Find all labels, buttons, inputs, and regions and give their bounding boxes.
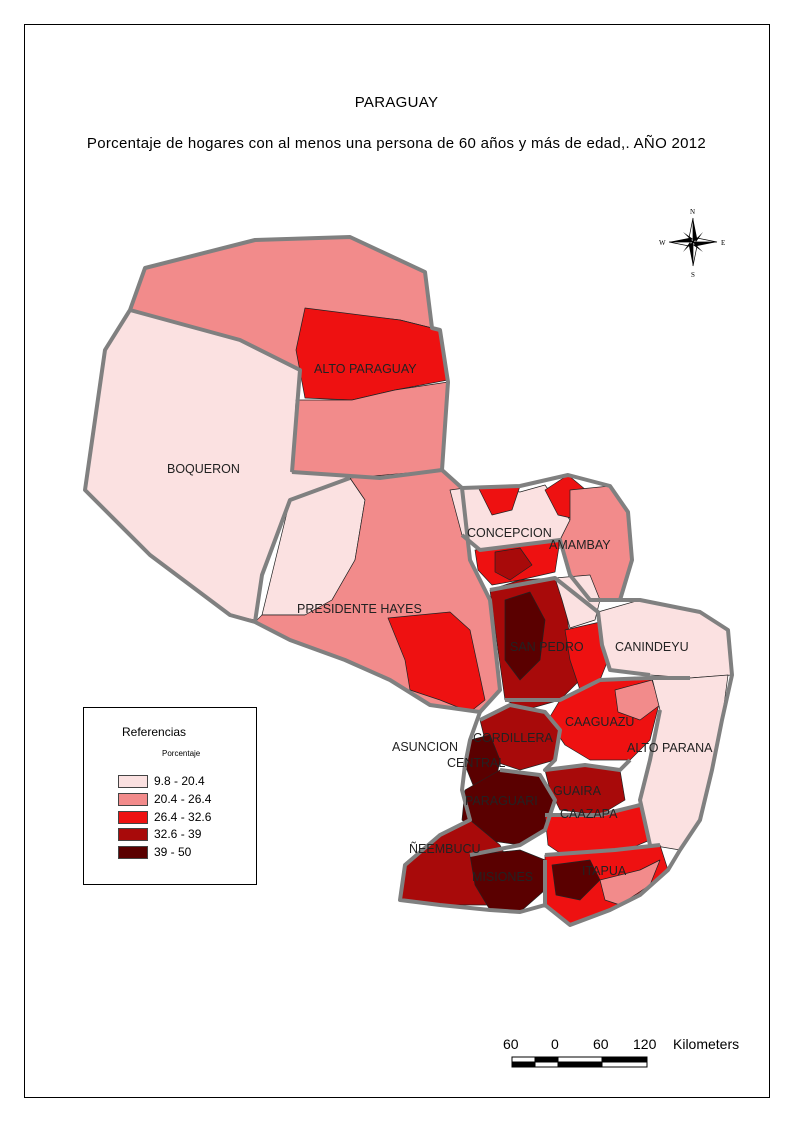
boundary-boqueron-altoparaguay <box>129 308 302 473</box>
label-central: CENTRAL <box>447 756 505 770</box>
legend-label: 20.4 - 26.4 <box>154 792 212 806</box>
label-boqueron: BOQUERON <box>167 462 240 476</box>
scale-tick: 60 <box>593 1036 609 1052</box>
label-canindeyu: CANINDEYU <box>615 640 689 654</box>
legend-swatch <box>118 774 148 788</box>
label-cordillera: CORDILLERA <box>473 731 554 745</box>
compass-s: S <box>691 271 695 278</box>
legend-item: 20.4 - 26.4 <box>118 791 211 807</box>
country-outline <box>83 235 734 927</box>
compass-n: N <box>690 208 695 216</box>
legend-label: 32.6 - 39 <box>154 827 202 841</box>
map-frame <box>24 24 770 1098</box>
label-misiones: MISIONES <box>472 870 533 884</box>
boundary-concepcion <box>460 533 620 602</box>
legend-subtitle: Porcentaje <box>162 749 201 758</box>
compass-w: W <box>659 239 666 247</box>
scale-unit: Kilometers <box>673 1036 740 1052</box>
legend-swatch <box>118 810 148 824</box>
label-caaguazu: CAAGUAZU <box>565 715 634 729</box>
label-paraguari: PARAGUARI <box>465 794 538 808</box>
label-amambay: AMAMBAY <box>549 538 611 552</box>
legend-swatch <box>118 792 148 806</box>
label-alto-parana: ALTO PARANA <box>627 741 713 755</box>
label-presidente-hayes: PRESIDENTE HAYES <box>297 602 422 616</box>
boundary-sanpedro <box>489 576 651 677</box>
label-asuncion: ASUNCION <box>392 740 458 754</box>
boundary-central <box>479 703 632 772</box>
label-neembucu: ÑEEMBUCU <box>409 842 481 856</box>
scale-bar <box>511 1056 648 1068</box>
boundary-caazapa <box>545 803 641 817</box>
legend-item: 39 - 50 <box>118 844 191 860</box>
legend: Referencias Porcentaje 9.8 - 20.4 20.4 -… <box>83 707 257 885</box>
region-concepcion-dark[interactable] <box>494 547 533 581</box>
scale-tick: 60 <box>503 1036 519 1052</box>
legend-label: 26.4 - 32.6 <box>154 810 212 824</box>
label-caazapa: CAAZAPA <box>560 807 618 821</box>
legend-item: 9.8 - 20.4 <box>118 773 205 789</box>
boundary-caaguazu <box>505 676 690 702</box>
label-concepcion: CONCEPCION <box>467 526 552 540</box>
legend-swatch <box>118 827 148 841</box>
compass-icon: N S E W <box>659 208 725 278</box>
boundary-altoparana <box>638 709 662 846</box>
legend-item: 26.4 - 32.6 <box>118 809 211 825</box>
scale-bar-labels: 60 0 60 120 Kilometers <box>500 1036 760 1054</box>
legend-title: Referencias <box>122 725 187 739</box>
label-san-pedro: SAN PEDRO <box>510 640 584 654</box>
compass-e: E <box>721 239 725 247</box>
legend-swatch <box>118 845 148 859</box>
region-itapua-dark[interactable] <box>551 859 601 901</box>
region-san-pedro-darkest[interactable] <box>504 591 546 681</box>
region-misiones[interactable] <box>469 849 546 913</box>
boundary-chaco-south <box>291 468 443 480</box>
region-canindeyu[interactable] <box>597 599 733 679</box>
scale-tick: 0 <box>551 1036 559 1052</box>
legend-label: 9.8 - 20.4 <box>154 774 205 788</box>
label-alto-paraguay: ALTO PARAGUAY <box>314 362 417 376</box>
legend-item: 32.6 - 39 <box>118 826 201 842</box>
scale-tick: 120 <box>633 1036 657 1052</box>
map-title: PARAGUAY <box>354 94 439 111</box>
label-guaira: GUAIRA <box>553 784 602 798</box>
legend-label: 39 - 50 <box>154 845 192 859</box>
map-subtitle: Porcentaje de hogares con al menos una p… <box>86 135 707 152</box>
region-caaguazu-salmon[interactable] <box>614 679 661 721</box>
boundary-river <box>460 487 502 714</box>
boundary-hayes-boqueron <box>253 476 351 623</box>
label-itapua: ITAPUA <box>582 864 627 878</box>
boundary-itapua <box>544 843 661 857</box>
